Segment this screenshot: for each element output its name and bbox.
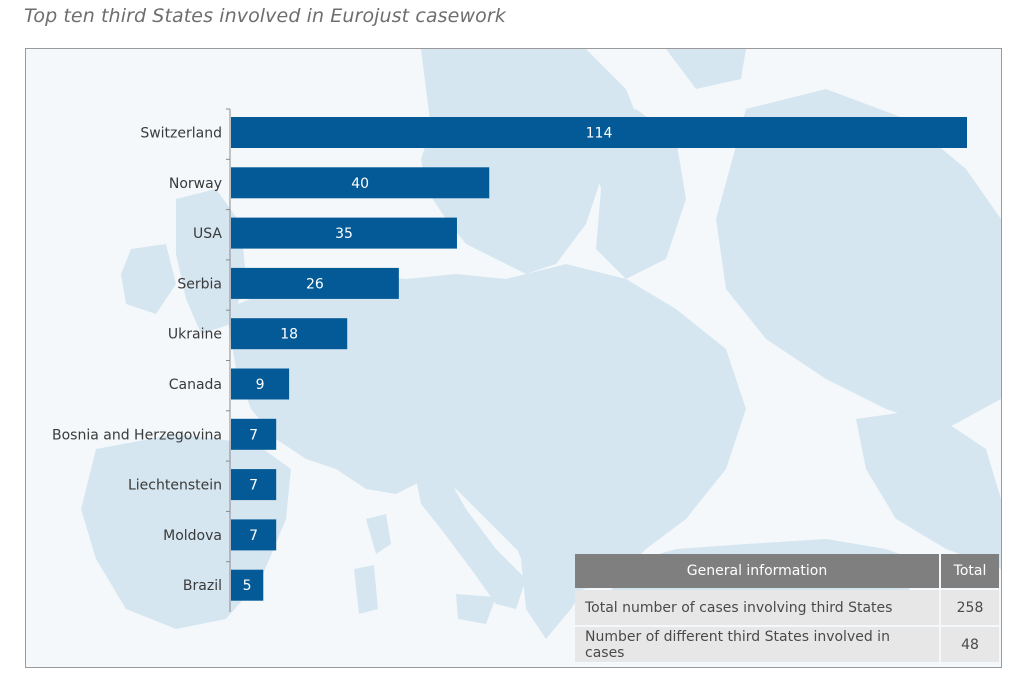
- bar: [231, 368, 290, 400]
- bar: [231, 569, 264, 601]
- data-label: 26: [306, 276, 324, 292]
- bar: [231, 117, 967, 148]
- bar-chart: Switzerland 114 Norway 40 USA 35 Serbia 26 Ukrai…: [52, 108, 967, 612]
- bar: [231, 167, 490, 199]
- category-label: Ukraine: [168, 327, 222, 343]
- row-label: Total number of cases involving third St…: [575, 590, 940, 625]
- category-label: Brazil: [183, 578, 222, 594]
- category-label: Switzerland: [140, 126, 222, 142]
- bar: [231, 519, 277, 551]
- data-label: 35: [335, 226, 353, 242]
- category-label: Liechtenstein: [128, 478, 222, 494]
- row-label: Number of different third States involve…: [575, 627, 940, 662]
- bar: [231, 217, 457, 249]
- table-row: Total number of cases involving third St…: [575, 590, 999, 625]
- row-value: 48: [941, 627, 999, 662]
- category-label: Bosnia and Herzegovina: [52, 427, 222, 443]
- data-label: 9: [256, 377, 265, 393]
- chart-frame: Switzerland 114 Norway 40 USA 35 Serbia 26 Ukrai…: [25, 48, 1002, 668]
- category-label: Moldova: [163, 528, 222, 544]
- bar: [231, 267, 399, 299]
- table-row: Number of different third States involve…: [575, 627, 999, 662]
- chart-title: Top ten third States involved in Eurojus…: [24, 5, 506, 27]
- data-label: 18: [280, 327, 298, 343]
- data-label: 114: [586, 126, 613, 142]
- category-label: Canada: [169, 377, 222, 393]
- bar: [231, 318, 348, 350]
- data-label: 40: [351, 176, 369, 192]
- category-label: USA: [193, 226, 222, 242]
- category-label: Norway: [169, 176, 222, 192]
- bar: [231, 469, 277, 501]
- data-label: 7: [249, 427, 258, 443]
- general-info-table: General information Total Total number o…: [573, 552, 1001, 664]
- bar: [231, 418, 277, 450]
- table-header-total: Total: [941, 554, 999, 588]
- data-label: 7: [249, 478, 258, 494]
- row-value: 258: [941, 590, 999, 625]
- data-label: 5: [243, 578, 252, 594]
- data-label: 7: [249, 528, 258, 544]
- table-header-general-information: General information: [575, 554, 940, 588]
- category-label: Serbia: [177, 276, 222, 292]
